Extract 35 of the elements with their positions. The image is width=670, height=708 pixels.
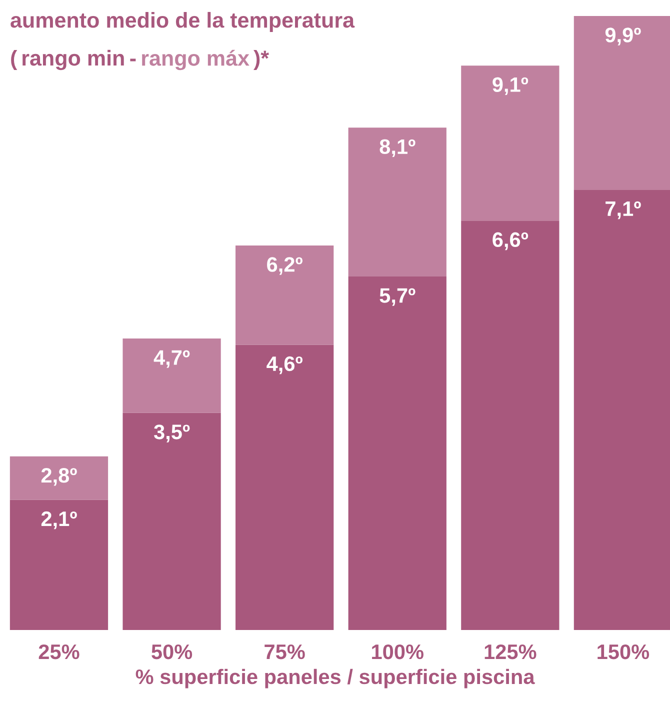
chart-title: aumento medio de la temperatura: [10, 12, 355, 32]
bar: [348, 276, 446, 630]
data-label: 5,7º: [380, 288, 416, 306]
total-label: 6,2º: [267, 257, 303, 275]
bar: [122, 412, 221, 630]
x-tick-label: 100%: [372, 644, 424, 660]
text: rango min: [22, 50, 124, 70]
x-tick-label: 25%: [38, 644, 80, 660]
data-label: 4,6º: [266, 356, 303, 374]
data-label: 2,1º: [41, 511, 77, 530]
bar: [348, 128, 446, 276]
bar: [10, 500, 108, 630]
bar: [461, 220, 560, 630]
total-label: 9,9º: [605, 28, 641, 46]
bar: [10, 456, 108, 500]
bar: [122, 338, 221, 413]
annotation: (: [11, 50, 18, 70]
bar: [236, 245, 334, 345]
total-label: 2,8º: [41, 468, 77, 486]
total-label: 9,1º: [492, 77, 528, 96]
total-label: 8,1º: [380, 139, 416, 158]
annotation: )*: [254, 50, 270, 70]
data-label: 6,6º: [492, 232, 528, 250]
x-axis-title: % superficie paneles / superficie piscina: [136, 668, 535, 688]
x-tick-label: 75%: [264, 644, 305, 660]
total-label: 4,7º: [154, 350, 190, 368]
x-tick-label: 50%: [152, 644, 192, 660]
annotation: -: [130, 58, 136, 62]
data-label: 7,1º: [606, 201, 641, 220]
x-tick-label: 150%: [598, 644, 650, 660]
text: rango máx: [142, 50, 250, 70]
data-label: 3,5º: [154, 424, 190, 442]
x-tick-label: 125%: [484, 644, 536, 660]
bar: [236, 344, 334, 630]
bar: [461, 66, 560, 221]
